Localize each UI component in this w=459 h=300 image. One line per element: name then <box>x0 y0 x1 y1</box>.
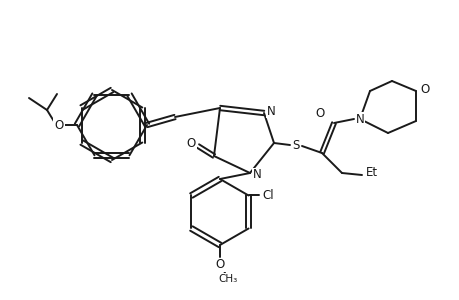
Text: N: N <box>266 104 275 118</box>
Text: S: S <box>291 139 299 152</box>
Text: O: O <box>420 82 429 95</box>
Text: CH₃: CH₃ <box>218 274 237 284</box>
Text: O: O <box>315 106 324 119</box>
Text: Et: Et <box>365 167 377 179</box>
Text: O: O <box>54 118 63 131</box>
Text: O: O <box>186 136 195 149</box>
Text: O: O <box>215 259 224 272</box>
Text: N: N <box>252 169 261 182</box>
Text: Cl: Cl <box>262 189 274 202</box>
Text: N: N <box>355 112 364 125</box>
